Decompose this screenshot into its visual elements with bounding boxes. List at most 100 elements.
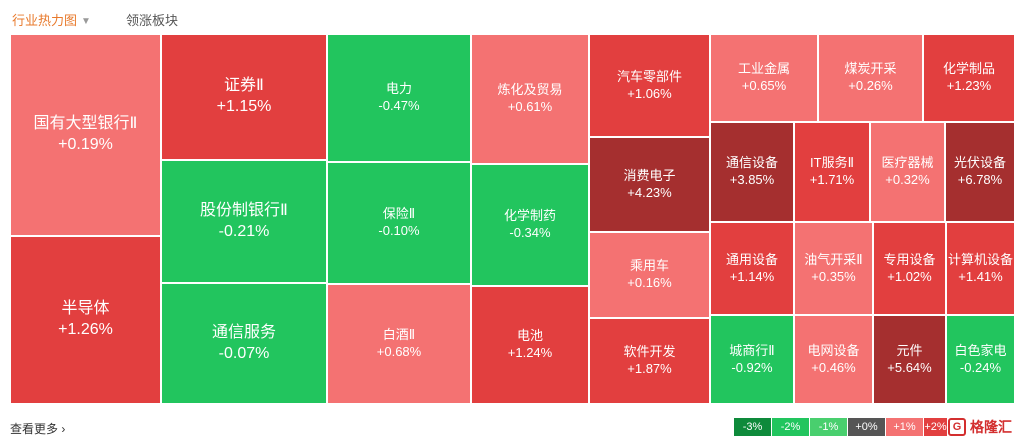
legend-item: -2% bbox=[772, 418, 810, 436]
heatmap-tile[interactable]: 工业金属 +0.65% bbox=[710, 34, 818, 122]
tile-name: 化学制品 bbox=[942, 61, 995, 77]
tile-change: -0.47% bbox=[378, 98, 420, 113]
legend-item: +1% bbox=[886, 418, 924, 436]
tile-name: 白色家电 bbox=[954, 342, 1007, 358]
tile-name: 煤炭开采 bbox=[844, 61, 897, 77]
tile-name: 乘用车 bbox=[629, 258, 669, 274]
heatmap-tile[interactable]: 保险Ⅱ -0.10% bbox=[327, 162, 471, 284]
tile-change: +3.85% bbox=[729, 172, 775, 187]
heatmap-tile[interactable]: 化学制药 -0.34% bbox=[471, 164, 589, 286]
tile-change: +1.14% bbox=[729, 268, 775, 284]
tile-name: 专用设备 bbox=[883, 251, 936, 267]
heatmap-tile[interactable]: 油气开采Ⅱ +0.35% bbox=[794, 222, 873, 315]
view-more-link[interactable]: 查看更多 › bbox=[10, 420, 65, 437]
tile-name: 油气开采Ⅱ bbox=[804, 251, 863, 267]
tab-industry-heatmap-label: 行业热力图 bbox=[12, 13, 78, 28]
heatmap-tile[interactable]: 电网设备 +0.46% bbox=[794, 315, 873, 404]
gelonghui-logo: G 格隆汇 bbox=[948, 417, 1022, 437]
heatmap-tile[interactable]: 证券Ⅱ +1.15% bbox=[161, 34, 327, 160]
heatmap-tile[interactable]: 光伏设备 +6.78% bbox=[945, 122, 1015, 222]
tile-change: +0.68% bbox=[376, 344, 422, 359]
tile-change: +1.15% bbox=[216, 98, 272, 115]
tile-name: 元件 bbox=[896, 342, 923, 358]
heatmap-tile[interactable]: 化学制品 +1.23% bbox=[923, 34, 1015, 122]
tile-change: +1.41% bbox=[958, 268, 1003, 284]
tile-change: +0.61% bbox=[507, 99, 553, 114]
tile-change: +0.32% bbox=[885, 172, 930, 187]
view-more-label: 查看更多 bbox=[10, 422, 59, 436]
tile-name: 白酒Ⅱ bbox=[382, 327, 416, 343]
heatmap-tile[interactable]: 计算机设备 +1.41% bbox=[946, 222, 1015, 315]
tile-name: 医疗器械 bbox=[881, 155, 934, 171]
heatmap-tile[interactable]: 煤炭开采 +0.26% bbox=[818, 34, 923, 122]
heatmap-tile[interactable]: 通信设备 +3.85% bbox=[710, 122, 794, 222]
heatmap-tile[interactable]: 股份制银行Ⅱ -0.21% bbox=[161, 160, 327, 283]
tile-name: 通用设备 bbox=[725, 251, 778, 267]
tile-name: 电池 bbox=[516, 328, 543, 344]
tile-name: 证券Ⅱ bbox=[224, 77, 264, 95]
tile-name: 城商行Ⅱ bbox=[729, 342, 775, 358]
heatmap-tile[interactable]: 城商行Ⅱ -0.92% bbox=[710, 315, 794, 404]
tab-industry-heatmap[interactable]: 行业热力图 ▼ bbox=[12, 10, 91, 29]
tile-name: 电力 bbox=[385, 81, 412, 97]
tile-name: 电网设备 bbox=[807, 342, 860, 358]
tile-change: -0.21% bbox=[218, 222, 270, 240]
tile-change: -0.10% bbox=[378, 223, 420, 238]
footer: 查看更多 › -3% -2% -1% +0% +1% +2% G 格隆汇 bbox=[0, 410, 1027, 444]
legend-item: +0% bbox=[848, 418, 886, 436]
heatmap-tile[interactable]: 半导体 +1.26% bbox=[10, 236, 161, 404]
tile-change: +1.71% bbox=[809, 172, 855, 187]
tile-change: +0.16% bbox=[627, 275, 672, 290]
tile-name: 保险Ⅱ bbox=[382, 206, 416, 222]
heatmap-tile[interactable]: 电力 -0.47% bbox=[327, 34, 471, 162]
tile-change: -0.92% bbox=[731, 359, 773, 375]
industry-heatmap: 国有大型银行Ⅱ +0.19% 半导体 +1.26% 证券Ⅱ +1.15% 股份制银行Ⅱ… bbox=[10, 34, 1015, 404]
heatmap-tile[interactable]: 元件 +5.64% bbox=[873, 315, 946, 404]
tile-name: 计算机设备 bbox=[947, 251, 1013, 267]
tile-name: 半导体 bbox=[61, 300, 110, 318]
heatmap-tile[interactable]: 专用设备 +1.02% bbox=[873, 222, 946, 315]
tile-change: +0.46% bbox=[811, 359, 856, 375]
tile-change: +0.35% bbox=[811, 268, 856, 284]
tile-change: +0.26% bbox=[848, 78, 893, 93]
tile-change: +0.19% bbox=[58, 136, 113, 153]
logo-text: 格隆汇 bbox=[970, 419, 1012, 435]
heatmap-tile[interactable]: 通信服务 -0.07% bbox=[161, 283, 327, 404]
tile-change: +5.64% bbox=[887, 359, 932, 375]
heatmap-tile[interactable]: 白色家电 -0.24% bbox=[946, 315, 1015, 404]
tile-name: 国有大型银行Ⅱ bbox=[33, 115, 138, 133]
heatmap-tile[interactable]: 白酒Ⅱ +0.68% bbox=[327, 284, 471, 404]
tile-name: 股份制银行Ⅱ bbox=[200, 201, 288, 219]
legend-item: -3% bbox=[734, 418, 772, 436]
tile-change: +1.06% bbox=[627, 85, 672, 101]
heatmap-tile[interactable]: 软件开发 +1.87% bbox=[589, 318, 710, 404]
tile-change: +4.23% bbox=[627, 184, 672, 200]
heatmap-tile[interactable]: 医疗器械 +0.32% bbox=[870, 122, 945, 222]
heatmap-tile[interactable]: 炼化及贸易 +0.61% bbox=[471, 34, 589, 164]
tile-name: 通信服务 bbox=[211, 323, 276, 341]
heatmap-tile[interactable]: 汽车零部件 +1.06% bbox=[589, 34, 710, 137]
tile-name: 光伏设备 bbox=[953, 155, 1006, 171]
tile-change: +1.24% bbox=[507, 345, 553, 360]
tile-name: 炼化及贸易 bbox=[497, 82, 563, 98]
tile-name: 汽车零部件 bbox=[616, 68, 682, 84]
tab-leading-sectors[interactable]: 领涨板块 bbox=[126, 10, 178, 29]
heatmap-tile[interactable]: 电池 +1.24% bbox=[471, 286, 589, 404]
tile-name: 化学制药 bbox=[503, 208, 556, 224]
tile-name: 通信设备 bbox=[725, 155, 778, 171]
heatmap-tile[interactable]: 通用设备 +1.14% bbox=[710, 222, 794, 315]
tile-name: 工业金属 bbox=[737, 61, 790, 77]
legend-item: +2% bbox=[924, 418, 948, 436]
tab-bar: 行业热力图 ▼ 领涨板块 bbox=[0, 0, 1027, 34]
heatmap-tile[interactable]: 消费电子 +4.23% bbox=[589, 137, 710, 232]
tile-change: -0.24% bbox=[959, 359, 1002, 375]
heatmap-tile[interactable]: 乘用车 +0.16% bbox=[589, 232, 710, 318]
heatmap-tile[interactable]: 国有大型银行Ⅱ +0.19% bbox=[10, 34, 161, 236]
tile-change: +1.23% bbox=[946, 78, 992, 93]
legend-item: -1% bbox=[810, 418, 848, 436]
heatmap-tile[interactable]: IT服务Ⅱ +1.71% bbox=[794, 122, 870, 222]
chevron-down-icon: ▼ bbox=[81, 16, 91, 27]
tile-change: +1.26% bbox=[58, 321, 113, 338]
tile-change: +6.78% bbox=[957, 172, 1003, 187]
tile-change: -0.07% bbox=[218, 344, 270, 362]
